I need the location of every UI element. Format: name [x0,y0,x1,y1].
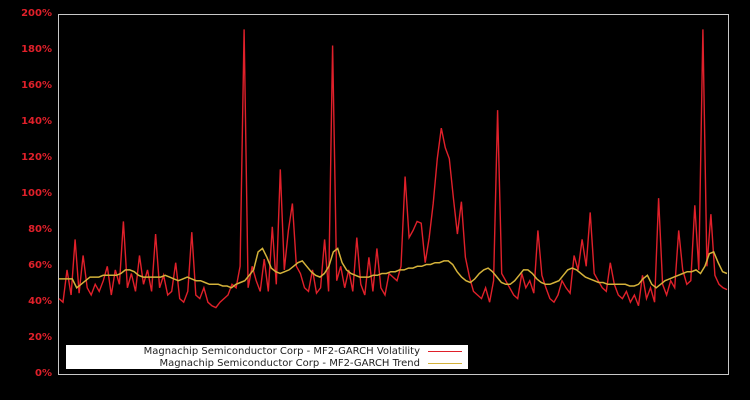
trend-series-line [59,247,728,289]
y-tick-label: 120% [21,152,52,163]
legend-label: Magnachip Semiconductor Corp - MF2-GARCH… [159,357,420,369]
y-tick-label: 40% [28,296,52,307]
legend-swatch-gold [428,362,462,364]
chart-legend: Magnachip Semiconductor Corp - MF2-GARCH… [66,345,468,369]
y-tick-label: 20% [28,332,52,343]
legend-item-trend: Magnachip Semiconductor Corp - MF2-GARCH… [159,357,462,369]
legend-item-volatility: Magnachip Semiconductor Corp - MF2-GARCH… [144,345,462,357]
volatility-series-line [58,29,728,309]
y-tick-label: 100% [21,188,52,199]
legend-swatch-red [428,350,462,352]
plot-area-frame [58,14,729,375]
y-tick-label: 60% [28,260,52,271]
y-tick-label: 0% [35,368,52,379]
y-tick-label: 180% [21,44,52,55]
legend-label: Magnachip Semiconductor Corp - MF2-GARCH… [143,345,420,357]
y-tick-label: 200% [21,8,52,19]
y-tick-label: 140% [21,116,52,127]
y-tick-label: 80% [28,224,52,235]
y-tick-label: 160% [21,80,52,91]
